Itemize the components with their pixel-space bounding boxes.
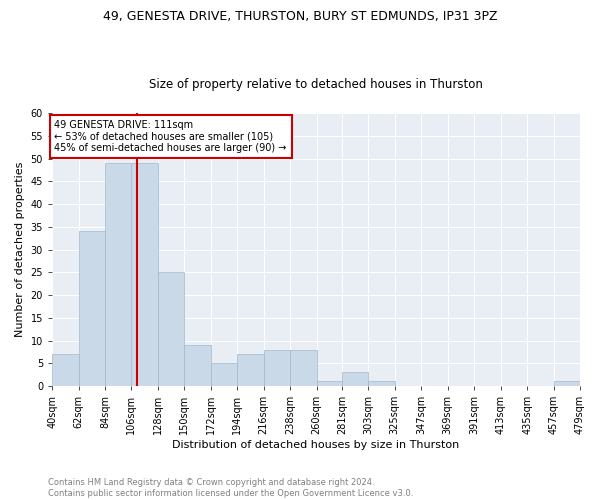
Bar <box>211 364 237 386</box>
Title: Size of property relative to detached houses in Thurston: Size of property relative to detached ho… <box>149 78 483 91</box>
Bar <box>184 345 211 386</box>
Text: 49 GENESTA DRIVE: 111sqm
← 53% of detached houses are smaller (105)
45% of semi-: 49 GENESTA DRIVE: 111sqm ← 53% of detach… <box>55 120 287 153</box>
Bar <box>105 163 131 386</box>
Bar <box>237 354 264 386</box>
Bar <box>342 372 368 386</box>
Bar <box>290 350 317 386</box>
Text: 49, GENESTA DRIVE, THURSTON, BURY ST EDMUNDS, IP31 3PZ: 49, GENESTA DRIVE, THURSTON, BURY ST EDM… <box>103 10 497 23</box>
Text: Contains HM Land Registry data © Crown copyright and database right 2024.
Contai: Contains HM Land Registry data © Crown c… <box>48 478 413 498</box>
Bar <box>264 350 290 386</box>
Bar <box>554 382 580 386</box>
Bar <box>158 272 184 386</box>
Bar <box>131 163 158 386</box>
X-axis label: Distribution of detached houses by size in Thurston: Distribution of detached houses by size … <box>172 440 460 450</box>
Bar <box>368 382 395 386</box>
Y-axis label: Number of detached properties: Number of detached properties <box>15 162 25 337</box>
Bar <box>52 354 79 386</box>
Bar <box>317 382 343 386</box>
Bar <box>79 232 105 386</box>
